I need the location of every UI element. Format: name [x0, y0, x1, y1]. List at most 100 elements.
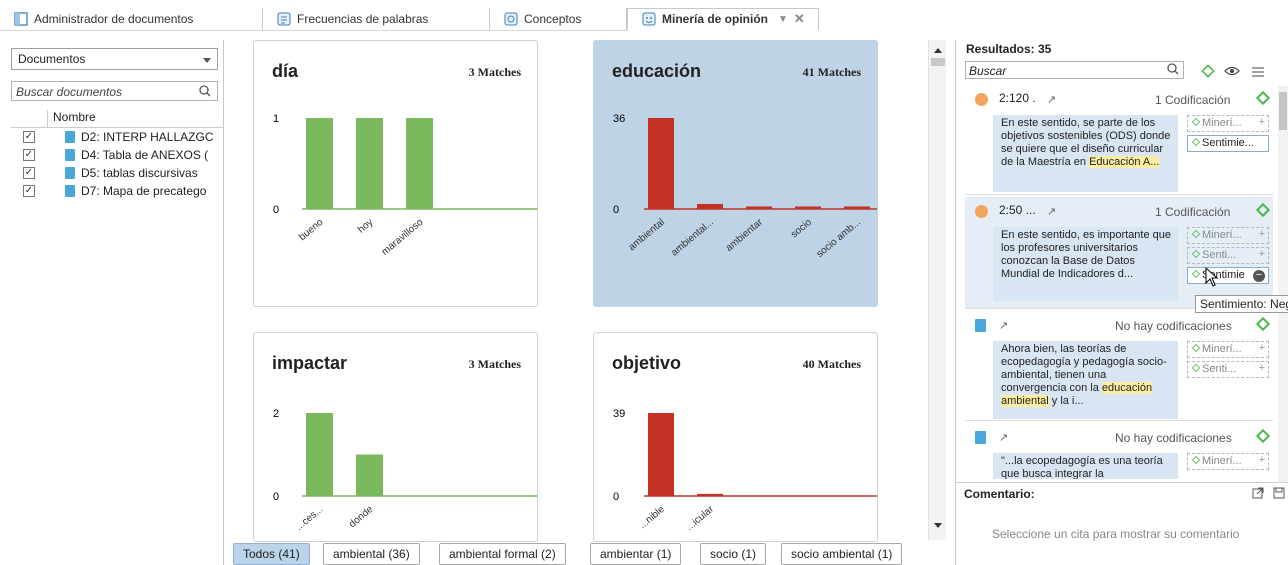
- eye-icon[interactable]: [1224, 64, 1240, 81]
- code-tag[interactable]: Sentimie...: [1187, 135, 1269, 152]
- document-type-select[interactable]: Documentos: [11, 48, 218, 70]
- chart-scrollbar[interactable]: [928, 40, 946, 540]
- chart-bar[interactable]: [356, 118, 383, 209]
- scroll-thumb[interactable]: [931, 58, 945, 66]
- word-frequency-icon: [277, 12, 291, 26]
- table-row[interactable]: ✓ D7: Mapa de precatego: [11, 182, 224, 200]
- document-table: Nombre ✓ D2: INTERP HALLAZGC ✓ D4: Tabla d…: [11, 110, 224, 200]
- tab-bar: Administrador de documentos Frecuencias …: [0, 0, 1288, 40]
- keyword-card-impactar[interactable]: 2 0 ...ces... donde impactar 3 Matches: [253, 332, 538, 542]
- x-tick-label: socio amb...: [815, 217, 863, 260]
- checkbox[interactable]: ✓: [23, 185, 35, 197]
- navigate-arrow-icon[interactable]: ↗: [1047, 206, 1057, 218]
- chart-bar[interactable]: [746, 206, 772, 209]
- chip-socio-ambiental[interactable]: socio ambiental (1): [781, 543, 903, 565]
- code-diamond-icon[interactable]: [1201, 64, 1215, 81]
- chart-bar[interactable]: [697, 203, 723, 209]
- table-row[interactable]: ✓ D2: INTERP HALLAZGC: [11, 128, 224, 146]
- code-tag-hovered[interactable]: Sentimie −: [1187, 267, 1269, 284]
- quote-header: 2:120 . ↗ 1 Codificación: [965, 90, 1271, 109]
- quote-item[interactable]: 2:120 . ↗ 1 Codificación En este sentido…: [965, 85, 1273, 195]
- card-keyword: día: [272, 61, 299, 81]
- chart-bar[interactable]: [306, 118, 333, 209]
- code-diamond-icon[interactable]: [1255, 202, 1271, 218]
- quote-item[interactable]: ↗ No hay codificaciones Ahora bien, las …: [965, 311, 1273, 421]
- document-icon: [65, 167, 75, 179]
- code-diamond-icon[interactable]: [1255, 316, 1271, 332]
- keyword-card-objetivo[interactable]: 39 0 ...nible ...icular objetivo 40 Matches: [593, 332, 878, 542]
- chart-bar[interactable]: [356, 454, 383, 497]
- checkbox[interactable]: ✓: [23, 131, 35, 143]
- chip-ambiental-formal[interactable]: ambiental formal (2): [439, 543, 566, 565]
- tab-word-frequency[interactable]: Frecuencias de palabras: [263, 8, 490, 31]
- select-value: Documentos: [18, 52, 86, 66]
- keyword-card-dia[interactable]: 1 0 bueno hoy maravilloso día 3 Matches: [253, 40, 538, 307]
- code-tag[interactable]: Minerí... +: [1187, 115, 1269, 132]
- code-tag[interactable]: Minerí... +: [1187, 453, 1269, 470]
- code-label: Senti...: [1202, 249, 1237, 261]
- code-tag[interactable]: Senti... +: [1187, 247, 1269, 264]
- quote-text-part: En este sentido, se parte de los objetiv…: [1001, 117, 1171, 168]
- menu-icon[interactable]: [1252, 66, 1264, 80]
- results-search-input[interactable]: Buscar: [965, 61, 1184, 79]
- column-header-name[interactable]: Nombre: [11, 110, 224, 128]
- tab-opinion-mining[interactable]: Minería de opinión ▼ ✕: [627, 8, 819, 31]
- code-tag[interactable]: Senti... +: [1187, 361, 1269, 378]
- code-diamond-icon[interactable]: [1255, 428, 1271, 444]
- search-placeholder: Buscar documentos: [16, 85, 123, 99]
- table-row[interactable]: ✓ D5: tablas discursivas: [11, 164, 224, 182]
- chart-bar[interactable]: [648, 118, 674, 209]
- checkbox[interactable]: ✓: [23, 149, 35, 161]
- results-scrollbar[interactable]: [1278, 86, 1288, 482]
- scroll-down-icon[interactable]: [934, 523, 942, 528]
- quote-item[interactable]: 2:50 ... ↗ 1 Codificación En este sentid…: [965, 197, 1273, 309]
- scroll-thumb[interactable]: [1279, 92, 1287, 130]
- document-name: D2: INTERP HALLAZGC: [81, 130, 214, 144]
- remove-code-icon[interactable]: −: [1253, 270, 1265, 282]
- chart-bar[interactable]: [697, 493, 723, 496]
- navigate-arrow-icon[interactable]: ↗: [999, 432, 1009, 444]
- opinion-mining-icon: [642, 12, 656, 26]
- code-diamond-icon[interactable]: [1255, 90, 1271, 106]
- tab-dropdown-icon[interactable]: ▼: [778, 13, 788, 25]
- document-icon: [65, 131, 75, 143]
- navigate-arrow-icon[interactable]: ↗: [999, 320, 1009, 332]
- chart-bar[interactable]: [406, 118, 433, 209]
- chart-bar[interactable]: [648, 413, 674, 496]
- document-search-input[interactable]: Buscar documentos: [11, 81, 218, 101]
- x-tick-label: ...icular: [684, 503, 716, 533]
- document-manager-icon: [14, 12, 28, 26]
- chart-bar[interactable]: [306, 413, 333, 496]
- code-tag[interactable]: Minerí... +: [1187, 341, 1269, 358]
- navigate-arrow-icon[interactable]: ↗: [1047, 94, 1057, 106]
- y-tick-label: 39: [613, 408, 625, 420]
- code-label: Minerí...: [1202, 455, 1242, 467]
- code-tag[interactable]: Minerí... +: [1187, 227, 1269, 244]
- card-matches: 3 Matches: [468, 65, 521, 79]
- keyword-card-educacion[interactable]: 36 0 ambiental ambiental... ambientar socio so…: [593, 40, 878, 307]
- quote-text-part: y la i...: [1048, 395, 1084, 407]
- open-external-icon[interactable]: [1252, 487, 1264, 502]
- tab-document-manager[interactable]: Administrador de documentos: [0, 8, 263, 31]
- card-keyword: educación: [612, 61, 702, 81]
- code-list: Minerí... + Senti... + Sentimie −: [1187, 227, 1269, 287]
- save-icon[interactable]: [1273, 487, 1285, 502]
- mouse-cursor-icon: [1205, 266, 1219, 290]
- scroll-up-icon[interactable]: [934, 48, 942, 53]
- chip-socio[interactable]: socio (1): [700, 543, 767, 565]
- chart-bar[interactable]: [844, 206, 870, 209]
- quote-item[interactable]: ↗ No hay codificaciones "...la ecopedago…: [965, 423, 1273, 481]
- close-icon[interactable]: ✕: [793, 11, 805, 26]
- card-matches: 40 Matches: [802, 357, 861, 371]
- table-row[interactable]: ✓ D4: Tabla de ANEXOS (: [11, 146, 224, 164]
- tab-concepts[interactable]: Conceptos: [490, 8, 627, 31]
- chart-bar[interactable]: [795, 206, 821, 209]
- quote-highlight: Educación A...: [1089, 156, 1160, 168]
- comment-panel: Comentario: Seleccione un cita para most…: [955, 482, 1288, 565]
- checkbox[interactable]: ✓: [23, 167, 35, 179]
- chip-ambiental[interactable]: ambiental (36): [323, 543, 420, 565]
- quote-icon: [975, 205, 988, 218]
- chip-todos[interactable]: Todos (41): [233, 543, 310, 565]
- code-label: Minerí...: [1202, 343, 1242, 355]
- chip-ambientar[interactable]: ambientar (1): [590, 543, 682, 565]
